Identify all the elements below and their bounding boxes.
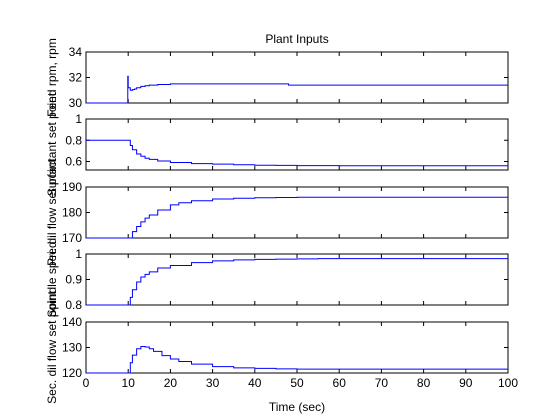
axes-box — [85, 118, 509, 171]
x-tick-label: 20 — [164, 376, 178, 390]
x-tick-label: 80 — [417, 376, 431, 390]
x-tick-label: 0 — [83, 376, 90, 390]
x-tick-label: 30 — [206, 376, 220, 390]
y-tick-label: 1 — [75, 247, 82, 261]
x-tick-label: 10 — [122, 376, 136, 390]
y-tick-label: 34 — [69, 45, 83, 59]
x-tick-label: 90 — [459, 376, 473, 390]
axes-box — [85, 321, 509, 374]
series-line-1 — [86, 75, 508, 104]
y-tick-label: 32 — [69, 71, 83, 85]
y-axis-label: Sec. dil flow set point — [45, 290, 59, 403]
x-tick-label: 100 — [498, 376, 518, 390]
axes-box — [85, 51, 509, 104]
y-tick-label: 0.6 — [65, 155, 82, 169]
subplot-5: 120 130 140 0 10 20 30 40 50 60 70 80 90 100 Sec. dil … — [45, 290, 518, 403]
y-tick-label: 0.9 — [65, 273, 82, 287]
y-tick-label: 180 — [62, 206, 82, 220]
y-tick-label: 1 — [75, 112, 82, 126]
axes-box — [85, 186, 509, 239]
x-tick-label: 40 — [248, 376, 262, 390]
subplot-2: 0.6 0.8 1 Surfactant set point — [45, 92, 509, 196]
x-tick-label: 50 — [290, 376, 304, 390]
x-axis-label: Time (sec) — [269, 400, 325, 414]
series-line-1 — [86, 258, 508, 306]
series-line-1 — [86, 139, 508, 167]
series-line-1 — [86, 196, 508, 239]
figure-title: Plant Inputs — [265, 32, 328, 46]
x-tick-label: 70 — [375, 376, 389, 390]
y-axis-label: Spindle speed — [45, 241, 59, 317]
y-axis-label: Feed rpm, rpm — [45, 38, 59, 117]
y-tick-label: 170 — [62, 231, 82, 245]
y-axis-label: Surfactant set point — [45, 92, 59, 196]
subplot-1: 30 32 34 Feed rpm, rpm — [45, 38, 509, 117]
axes-box — [85, 253, 509, 306]
y-tick-label: 130 — [62, 341, 82, 355]
x-tick-label: 60 — [333, 376, 347, 390]
y-tick-label: 120 — [62, 366, 82, 380]
subplot-stack: 30 32 34 Feed rpm, rpm 0.6 0.8 1 Surfactant set… — [45, 38, 518, 404]
y-axis-label: Pri. dil flow set point — [45, 158, 59, 265]
subplot-4: 0.8 0.9 1 Spindle speed — [45, 241, 509, 318]
y-tick-label: 30 — [69, 96, 83, 110]
series-line-1 — [86, 345, 508, 374]
y-tick-label: 0.8 — [65, 298, 82, 312]
y-tick-label: 0.8 — [65, 133, 82, 147]
y-tick-label: 140 — [62, 315, 82, 329]
y-tick-label: 190 — [62, 180, 82, 194]
